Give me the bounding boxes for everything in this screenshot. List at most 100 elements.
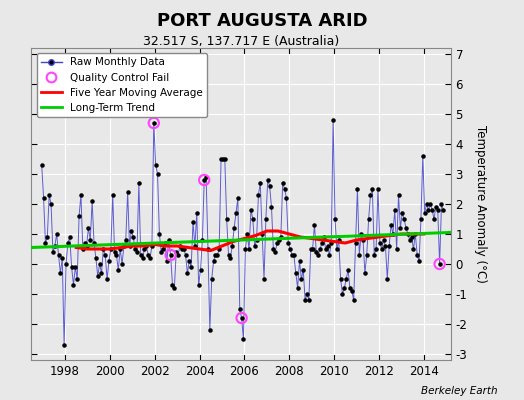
Point [103,276,111,282]
Point [291,270,300,276]
Point [105,258,113,264]
Point [409,246,418,252]
Point [151,162,160,168]
Point [60,342,68,348]
Point [366,192,375,198]
Point [415,258,423,264]
Point [202,174,210,180]
Point [439,207,447,213]
Point [269,246,278,252]
Point [316,246,324,252]
Point [327,240,335,246]
Point [58,255,67,261]
Point [226,255,235,261]
Point [293,285,302,291]
Point [49,249,57,255]
Point [323,243,332,249]
Point [237,315,246,321]
Point [43,234,51,240]
Point [353,186,362,192]
Point [162,258,171,264]
Point [428,207,436,213]
Point [69,282,78,288]
Point [383,276,391,282]
Point [273,240,281,246]
Point [422,201,431,207]
Point [390,207,399,213]
Point [54,252,63,258]
Point [174,252,182,258]
Legend: Raw Monthly Data, Quality Control Fail, Five Year Moving Average, Long-Term Tren: Raw Monthly Data, Quality Control Fail, … [37,53,207,117]
Point [234,195,242,201]
Point [256,180,265,186]
Point [419,153,427,159]
Point [71,264,80,270]
Point [403,231,412,237]
Point [301,297,309,303]
Point [296,258,304,264]
Text: PORT AUGUSTA ARID: PORT AUGUSTA ARID [157,12,367,30]
Point [379,237,388,243]
Point [407,234,416,240]
Point [277,234,285,240]
Point [64,240,72,246]
Point [237,315,246,321]
Point [97,270,106,276]
Point [309,246,317,252]
Point [303,291,311,297]
Point [133,249,141,255]
Point [211,252,220,258]
Point [278,180,287,186]
Point [66,234,74,240]
Point [180,246,188,252]
Point [282,195,291,201]
Point [191,243,199,249]
Point [232,210,240,216]
Point [312,249,321,255]
Point [138,255,147,261]
Point [264,177,272,183]
Point [288,252,296,258]
Point [167,252,175,258]
Point [68,264,76,270]
Point [430,216,438,222]
Point [352,240,360,246]
Point [176,243,184,249]
Point [261,216,270,222]
Point [157,249,166,255]
Point [223,216,231,222]
Point [172,249,180,255]
Point [385,243,394,249]
Point [406,237,414,243]
Point [342,276,351,282]
Point [271,249,279,255]
Point [339,291,347,297]
Point [221,156,229,162]
Point [267,204,276,210]
Point [329,117,337,123]
Point [140,246,149,252]
Point [350,297,358,303]
Point [359,237,367,243]
Point [47,201,55,207]
Point [41,240,50,246]
Point [181,252,190,258]
Point [239,336,248,342]
Point [210,258,218,264]
Point [400,216,408,222]
Point [299,267,308,273]
Point [370,252,378,258]
Point [266,183,274,189]
Point [131,246,139,252]
Point [56,270,64,276]
Point [241,246,249,252]
Point [314,252,322,258]
Point [196,267,205,273]
Point [168,282,177,288]
Point [258,231,266,237]
Point [392,246,401,252]
Point [204,246,212,252]
Point [243,231,252,237]
Point [149,120,158,126]
Point [347,288,356,294]
